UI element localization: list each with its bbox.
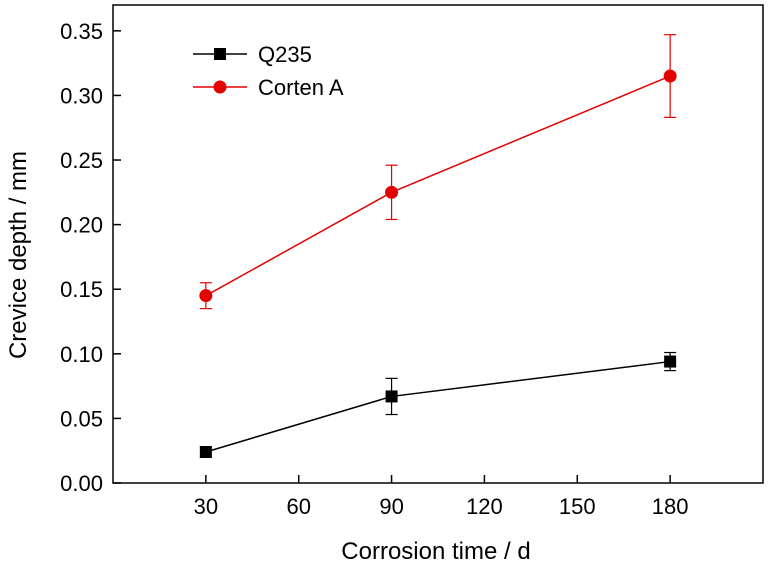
legend-marker bbox=[214, 48, 226, 60]
y-tick-label: 0.10 bbox=[60, 342, 103, 367]
legend-label: Q235 bbox=[258, 42, 312, 67]
series-q235 bbox=[199, 351, 677, 458]
data-point bbox=[664, 355, 677, 368]
x-tick-label: 150 bbox=[559, 494, 596, 519]
y-tick-label: 0.25 bbox=[60, 148, 103, 173]
x-tick-label: 60 bbox=[286, 494, 310, 519]
series-corten-a bbox=[199, 34, 677, 310]
plot-frame bbox=[112, 4, 764, 484]
data-point bbox=[199, 289, 213, 303]
data-point bbox=[663, 69, 677, 83]
series-line bbox=[205, 360, 671, 453]
data-point bbox=[385, 390, 398, 403]
x-tick-label: 30 bbox=[194, 494, 218, 519]
legend-label: Corten A bbox=[258, 75, 344, 100]
x-tick-label: 120 bbox=[466, 494, 503, 519]
x-tick-label: 90 bbox=[379, 494, 403, 519]
legend: Q235 Corten A bbox=[193, 42, 344, 100]
x-tick-label: 180 bbox=[652, 494, 689, 519]
x-axis-title: Corrosion time / d bbox=[341, 538, 530, 565]
y-tick-label: 0.05 bbox=[60, 406, 103, 431]
data-point bbox=[385, 185, 399, 199]
y-axis-title: Crevice depth / mm bbox=[5, 151, 32, 359]
series-line bbox=[205, 75, 671, 297]
y-tick-label: 0.20 bbox=[60, 213, 103, 238]
y-tick-label: 0.00 bbox=[60, 471, 103, 496]
y-tick-label: 0.15 bbox=[60, 277, 103, 302]
data-point bbox=[199, 445, 212, 458]
y-tick-label: 0.35 bbox=[60, 19, 103, 44]
y-tick-label: 0.30 bbox=[60, 83, 103, 108]
legend-marker bbox=[213, 80, 227, 94]
